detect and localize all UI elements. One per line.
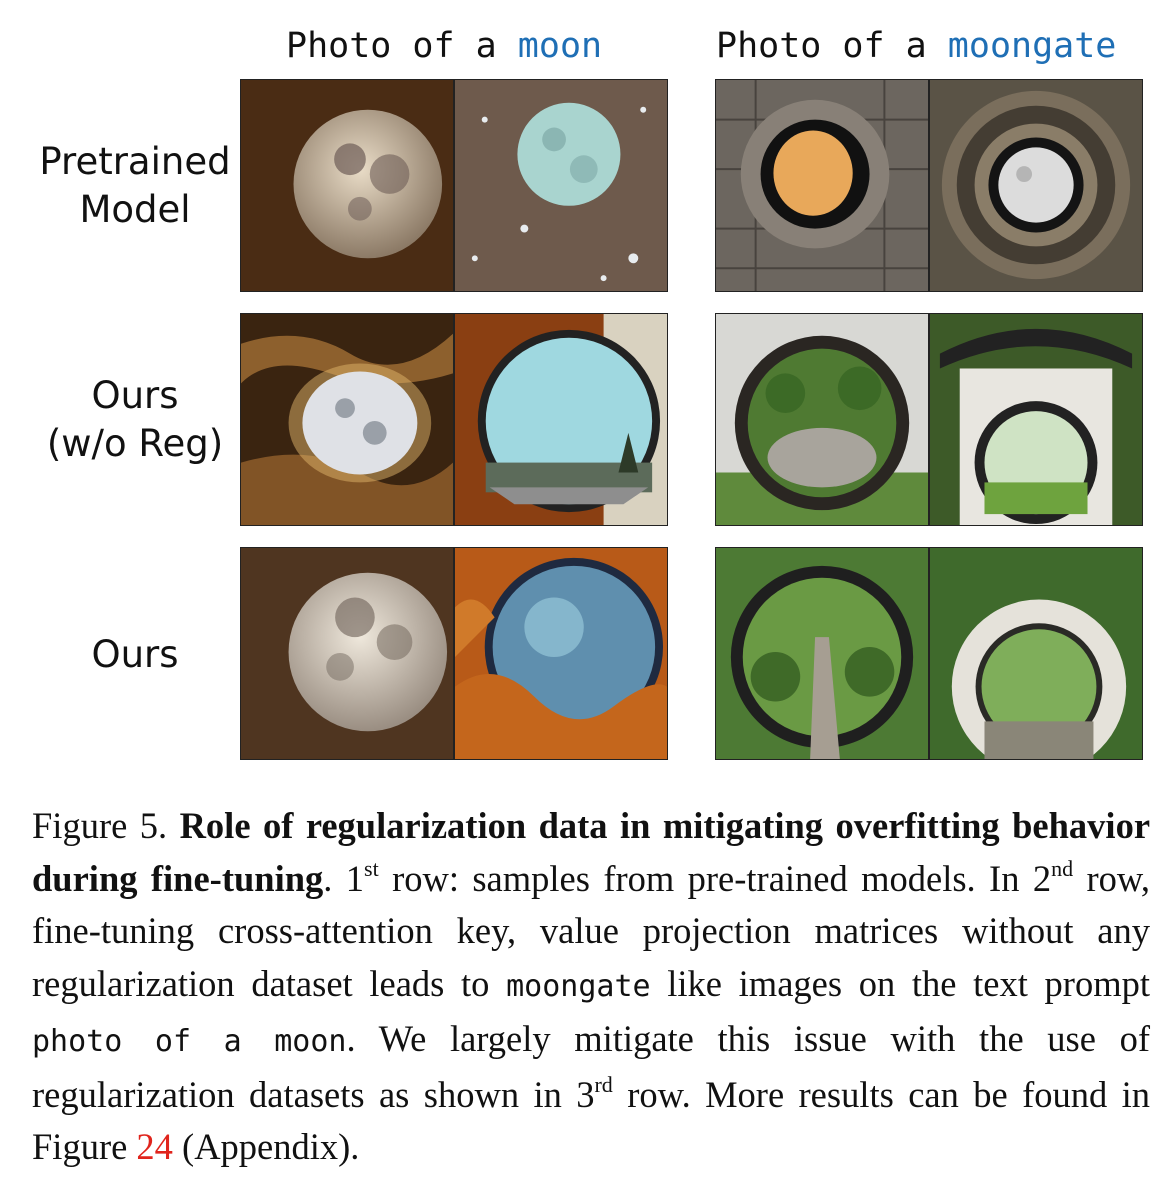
moongate-image xyxy=(715,313,929,526)
superscript: rd xyxy=(594,1071,613,1097)
row-label-ours: Ours xyxy=(20,631,250,679)
moongate-image xyxy=(929,79,1143,292)
moon-image xyxy=(454,313,668,526)
row-label-line: Ours xyxy=(91,633,179,676)
moon-image xyxy=(240,79,454,292)
moongate-image xyxy=(929,313,1143,526)
moongate-image xyxy=(715,79,929,292)
superscript: st xyxy=(364,855,379,881)
moon-image xyxy=(454,547,668,760)
figure-label: Figure 5. xyxy=(32,805,168,846)
row-label-line: (w/o Reg) xyxy=(46,422,224,465)
column-keyword: moon xyxy=(517,26,603,66)
moon-image xyxy=(240,547,454,760)
row-label-line: Pretrained xyxy=(39,140,231,183)
caption-text: like images on the text prompt xyxy=(667,962,1150,1004)
caption-text: . 1 xyxy=(323,857,365,899)
caption-title: Role of regularization data in mitigatin… xyxy=(32,805,1151,899)
column-prefix: Photo of a xyxy=(286,26,518,66)
caption-text: row. More results can be found in Figure xyxy=(32,1073,1150,1168)
superscript: nd xyxy=(1051,855,1074,881)
moongate-image xyxy=(715,547,929,760)
moon-image xyxy=(454,79,668,292)
caption-text: (Appendix). xyxy=(172,1126,360,1167)
column-header-moon: Photo of a moon xyxy=(286,22,602,70)
row-label-line: Model xyxy=(79,188,191,231)
caption-text: . We largely mitigate this issue with th… xyxy=(32,1018,1150,1115)
figure-caption: Figure 5. Role of regularization data in… xyxy=(32,800,1150,1174)
code-prompt: photo of a moon xyxy=(32,1024,347,1059)
column-prefix: Photo of a xyxy=(716,26,948,66)
row-label-pretrained: Pretrained Model xyxy=(20,138,250,234)
moon-image xyxy=(240,313,454,526)
moongate-image xyxy=(929,547,1143,760)
figure-reference-link[interactable]: 24 xyxy=(136,1126,173,1167)
code-moongate: moongate xyxy=(506,968,651,1004)
column-keyword: moongate xyxy=(947,26,1117,66)
caption-text: row: samples from pre-trained models. In… xyxy=(378,857,1052,899)
row-label-ours-no-reg: Ours (w/o Reg) xyxy=(20,372,250,468)
caption-text: row, fine-tuning cross-attention key, va… xyxy=(32,857,1150,1004)
column-header-moongate: Photo of a moongate xyxy=(716,22,1116,70)
row-label-line: Ours xyxy=(91,374,179,417)
